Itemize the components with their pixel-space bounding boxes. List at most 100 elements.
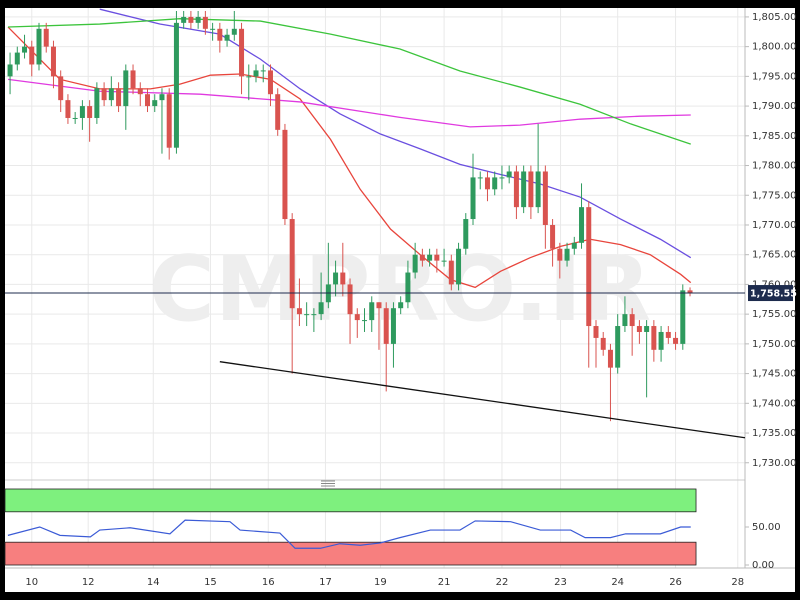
candle-body (506, 171, 512, 178)
x-tick-label: 17 (319, 577, 332, 588)
y-tick-label: 0.00 (752, 560, 774, 571)
candle-body (108, 88, 114, 101)
candle-body (224, 34, 230, 41)
candle-body (94, 88, 100, 118)
candle-body (36, 28, 42, 65)
candle-body (202, 16, 208, 29)
candle-body (369, 302, 375, 321)
candle-body (253, 70, 259, 77)
candle-body (289, 219, 295, 309)
watermark: CMPRO.IR (149, 237, 651, 342)
candle-body (188, 16, 194, 23)
candle-body (87, 106, 93, 118)
candle-body (311, 314, 317, 316)
last-price-label: 1,758.55 (750, 289, 797, 300)
candle-body (275, 94, 281, 130)
y-tick-label: 1,735.00 (752, 428, 797, 439)
candle-body (644, 326, 650, 332)
x-tick-label: 10 (25, 577, 38, 588)
candle-body (390, 308, 396, 344)
candle-body (564, 248, 570, 261)
y-tick-label: 1,790.00 (752, 101, 797, 112)
candle-body (535, 171, 541, 208)
candle-body (333, 272, 339, 285)
moving-average (7, 78, 691, 128)
candle-body (593, 326, 599, 338)
candle-body (398, 302, 404, 309)
candle-body (195, 16, 201, 23)
candle-body (130, 70, 136, 89)
candle-body (50, 46, 56, 77)
candle-body (282, 129, 288, 220)
candle-body (159, 94, 165, 101)
panel-handle[interactable] (321, 480, 335, 487)
candle-body (521, 171, 527, 208)
candle-body (622, 314, 628, 327)
candle-body (427, 254, 433, 261)
candle-body (456, 248, 462, 285)
x-tick-label: 12 (82, 577, 95, 588)
candle-body (412, 254, 418, 273)
candle-body (680, 290, 686, 344)
candle-body (347, 284, 353, 315)
y-tick-label: 1,800.00 (752, 42, 797, 53)
y-tick-label: 1,805.00 (752, 12, 797, 23)
candle-body (239, 28, 245, 77)
indicator-line (7, 519, 691, 549)
candle-body (318, 302, 324, 315)
y-tick-label: 1,760.00 (752, 279, 797, 290)
moving-average (7, 26, 692, 289)
candle-body (210, 28, 216, 30)
x-tick-label: 23 (554, 577, 567, 588)
candle-body (354, 314, 360, 321)
y-tick-label: 1,765.00 (752, 250, 797, 261)
y-tick-label: 1,780.00 (752, 161, 797, 172)
candle-body (14, 52, 20, 65)
candle-body (579, 207, 585, 243)
y-tick-label: 1,730.00 (752, 458, 797, 469)
y-tick-label: 50.00 (752, 522, 781, 533)
y-tick-label: 1,770.00 (752, 220, 797, 231)
x-tick-label: 24 (611, 577, 624, 588)
candle-body (557, 248, 563, 261)
x-tick-label: 14 (147, 577, 160, 588)
candle-body (7, 64, 13, 77)
candle-body (123, 70, 129, 107)
candle-body (636, 326, 642, 332)
candle-body (405, 272, 411, 303)
x-tick-label: 22 (496, 577, 509, 588)
candle-body (448, 260, 454, 285)
x-tick-label: 28 (731, 577, 744, 588)
candle-body (571, 242, 577, 249)
y-tick-label: 1,795.00 (752, 71, 797, 82)
x-tick-label: 19 (374, 577, 387, 588)
candle-body (586, 207, 592, 327)
candle-body (658, 331, 664, 350)
candle-body (607, 349, 613, 368)
candle-body (29, 46, 35, 65)
candle-body (58, 76, 64, 101)
y-tick-label: 1,775.00 (752, 190, 797, 201)
trend-line (219, 361, 746, 439)
candle-body (166, 94, 172, 148)
candle-body (673, 337, 679, 344)
candle-body (152, 100, 158, 107)
candle-body (43, 28, 49, 47)
candle-body (651, 326, 657, 350)
candle-body (362, 320, 368, 322)
candle-body (79, 106, 85, 118)
moving-average (8, 18, 691, 145)
candle-body (304, 314, 310, 316)
candle-body (463, 219, 469, 249)
candle-body (441, 260, 447, 262)
x-tick-label: 26 (669, 577, 682, 588)
indicator-zone (4, 488, 697, 513)
candle-body (101, 88, 107, 101)
candle-body (181, 16, 187, 23)
candle-body (383, 308, 389, 344)
candle-body (629, 314, 635, 327)
candle-body (477, 177, 483, 179)
candle-body (419, 254, 425, 261)
candle-body (376, 302, 382, 309)
